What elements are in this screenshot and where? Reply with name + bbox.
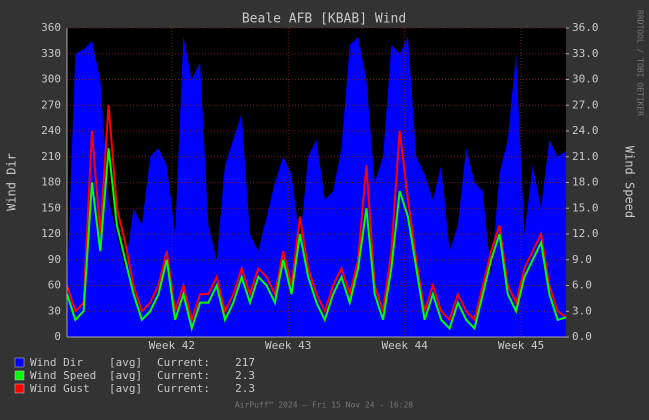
y-tick-label: 360 — [41, 21, 61, 34]
legend-cf: [avg] — [109, 369, 142, 382]
y2-tick-label: 6.0 — [572, 279, 592, 292]
line — [66, 148, 567, 333]
y-tick-label: 330 — [41, 47, 61, 60]
legend-current-label: Current: — [157, 382, 210, 395]
y2-tick-label: 18.0 — [572, 176, 599, 189]
y-tick-label: 300 — [41, 73, 61, 86]
legend-current-label: Current: — [157, 369, 210, 382]
x-tick-label: Week 42 — [149, 339, 195, 352]
legend-swatch — [14, 357, 25, 368]
y-tick-label: 30 — [48, 304, 61, 317]
y2-tick-label: 21.0 — [572, 150, 599, 163]
y-tick-label: 60 — [48, 279, 61, 292]
y-tick-label: 90 — [48, 253, 61, 266]
y-axis-label: Wind Dir — [5, 153, 19, 211]
y-tick-label: 180 — [41, 176, 61, 189]
x-tick-label: Week 43 — [265, 339, 311, 352]
y2-axis-label: Wind Speed — [623, 146, 637, 218]
legend-current: 217 — [235, 356, 255, 369]
legend-cf: [avg] — [109, 382, 142, 395]
line — [66, 105, 567, 324]
y-tick-label: 270 — [41, 98, 61, 111]
legend-current: 2.3 — [235, 369, 255, 382]
y2-tick-label: 33.0 — [572, 47, 599, 60]
x-tick-label: Week 45 — [498, 339, 544, 352]
y-tick-label: 210 — [41, 150, 61, 163]
watermark: RRDTOOL / TOBI OETIKER — [636, 10, 645, 116]
y-tick-label: 0 — [54, 330, 61, 343]
y-tick-label: 240 — [41, 124, 61, 137]
legend-label: Wind Speed — [30, 369, 96, 382]
legend-swatch — [14, 370, 25, 381]
y2-tick-label: 27.0 — [572, 98, 599, 111]
legend-label: Wind Gust — [30, 382, 90, 395]
legend-cf: [avg] — [109, 356, 142, 369]
legend-current-label: Current: — [157, 356, 210, 369]
y2-tick-label: 12.0 — [572, 227, 599, 240]
y2-tick-label: 24.0 — [572, 124, 599, 137]
legend-label: Wind Dir — [30, 356, 83, 369]
y-tick-label: 150 — [41, 201, 61, 214]
legend-current: 2.3 — [235, 382, 255, 395]
y2-tick-label: 36.0 — [572, 21, 599, 34]
y2-tick-label: 0.0 — [572, 330, 592, 343]
y2-tick-label: 9.0 — [572, 253, 592, 266]
y-tick-label: 120 — [41, 227, 61, 240]
chart-title: Beale AFB [KBAB] Wind — [242, 12, 406, 27]
legend-swatch — [14, 383, 25, 394]
footer: AirPuff™ 2024 — Fri 15 Nov 24 - 16:28 — [235, 401, 413, 410]
y2-tick-label: 15.0 — [572, 201, 599, 214]
y2-tick-label: 3.0 — [572, 304, 592, 317]
y2-tick-label: 30.0 — [572, 73, 599, 86]
x-tick-label: Week 44 — [381, 339, 428, 352]
area — [67, 36, 566, 337]
